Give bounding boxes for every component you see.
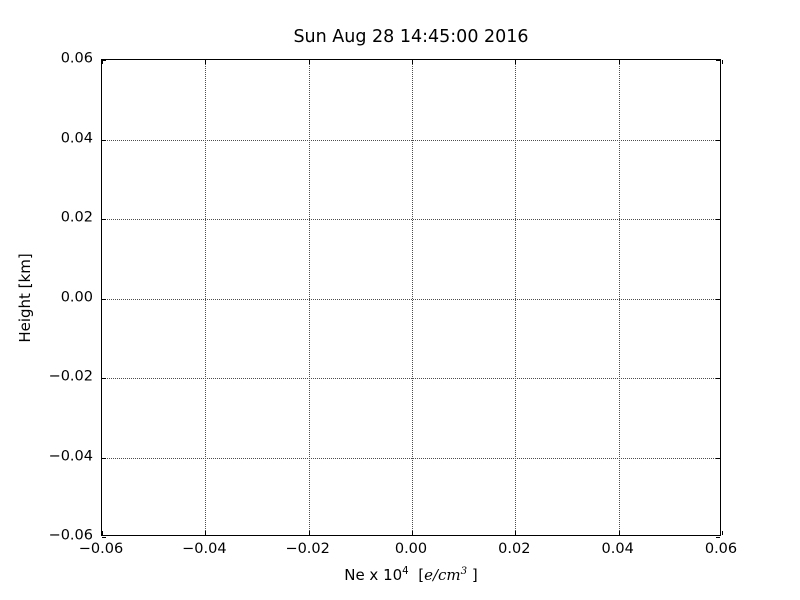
x-axis-label-unit-numerator: e: [424, 566, 433, 584]
chart-title: Sun Aug 28 14:45:00 2016: [293, 27, 529, 47]
y-tick-label: 0.04: [60, 130, 93, 146]
y-tick-label: 0.00: [60, 289, 93, 305]
y-tick-mark: [716, 298, 720, 300]
y-tick-mark: [102, 378, 106, 379]
y-tick-mark: [102, 298, 106, 300]
x-tick-mark: [205, 60, 207, 64]
y-tick-mark: [102, 60, 106, 61]
x-tick-mark: [722, 531, 723, 535]
gridline-horizontal: [102, 298, 720, 300]
y-tick-mark: [716, 60, 720, 61]
gridline-horizontal: [102, 219, 720, 220]
x-tick-mark: [102, 531, 103, 535]
gridline-vertical: [515, 60, 517, 535]
x-tick-mark: [618, 60, 620, 64]
gridline-horizontal: [102, 139, 720, 141]
x-tick-mark: [412, 531, 413, 535]
x-axis-label-unit-denominator: cm: [438, 566, 461, 584]
x-tick-mark: [412, 60, 413, 64]
x-axis-label-exponent: 4: [402, 566, 409, 577]
y-tick-mark: [716, 537, 720, 538]
gridline-horizontal: [102, 457, 720, 459]
y-tick-mark: [102, 537, 106, 538]
x-tick-mark: [515, 531, 517, 535]
y-tick-label: 0.06: [60, 50, 93, 67]
gridline-horizontal: [102, 378, 720, 379]
x-tick-mark: [515, 60, 517, 64]
y-tick-label: −0.02: [48, 368, 93, 385]
y-tick-mark: [716, 457, 720, 459]
x-tick-label: 0.02: [498, 541, 531, 557]
y-tick-label: −0.04: [48, 448, 93, 464]
gridline-vertical: [205, 60, 207, 535]
x-axis-label-unit-exponent: 3: [460, 566, 468, 577]
y-tick-mark: [716, 378, 720, 379]
x-tick-label: −0.04: [182, 541, 227, 557]
x-axis-label: Ne x 104 [e/cm3 ]: [101, 565, 721, 585]
x-axis-label-unit-slash: /: [432, 566, 439, 584]
x-axis-label-bracket-open: [: [418, 566, 425, 584]
y-tick-mark: [716, 139, 720, 141]
x-tick-label: 0.00: [394, 541, 428, 557]
plot-area[interactable]: [101, 59, 723, 538]
x-tick-mark: [618, 531, 620, 535]
gridline-vertical: [412, 60, 413, 535]
y-tick-mark: [102, 139, 106, 141]
x-axis-label-bracket-close: ]: [471, 566, 478, 584]
x-tick-mark: [308, 60, 310, 64]
x-tick-label: 0.06: [704, 541, 738, 557]
x-tick-label: −0.02: [285, 541, 330, 557]
x-axis-label-prefix: Ne x 10: [344, 566, 403, 584]
y-tick-label: 0.02: [60, 209, 93, 226]
y-tick-mark: [716, 219, 720, 220]
x-tick-label: 0.04: [601, 541, 634, 557]
x-tick-mark: [722, 60, 723, 64]
x-tick-mark: [102, 60, 103, 64]
gridline-vertical: [308, 60, 310, 535]
y-tick-mark: [102, 219, 106, 220]
y-tick-label: −0.06: [48, 527, 93, 544]
y-tick-mark: [102, 457, 106, 459]
x-tick-mark: [205, 531, 207, 535]
gridline-vertical: [618, 60, 620, 535]
x-tick-mark: [308, 531, 310, 535]
x-tick-label: −0.06: [78, 541, 124, 557]
